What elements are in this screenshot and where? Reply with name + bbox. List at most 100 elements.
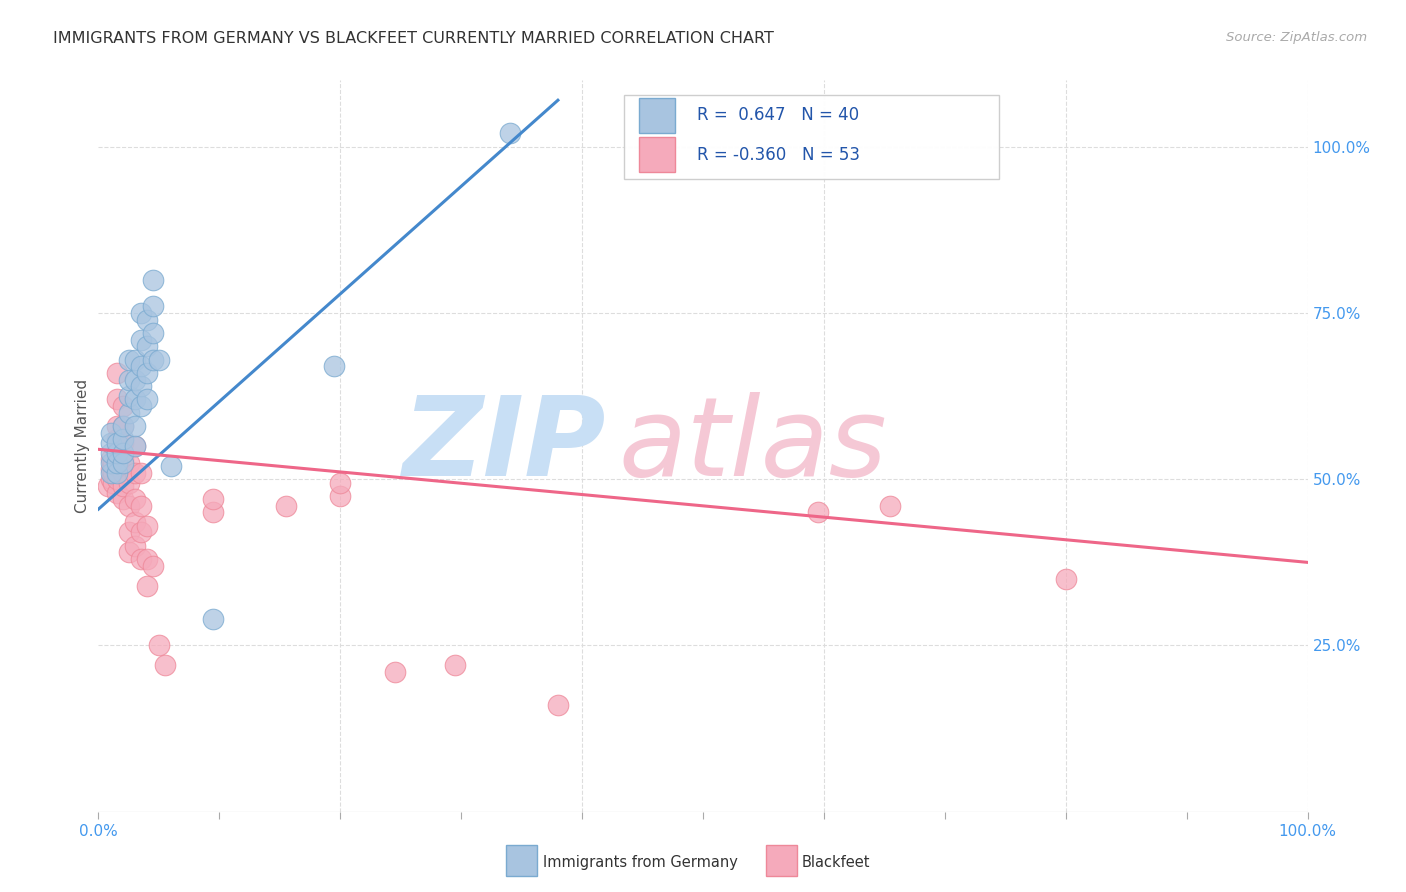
Point <box>879 499 901 513</box>
Point <box>100 425 122 440</box>
Point <box>807 506 830 520</box>
Point <box>202 492 225 507</box>
Point <box>118 456 141 470</box>
Point <box>142 558 165 573</box>
Point <box>1054 572 1077 586</box>
Point <box>124 439 146 453</box>
Point <box>111 479 134 493</box>
Point <box>111 399 134 413</box>
Point <box>142 273 165 287</box>
Point <box>329 489 352 503</box>
Point <box>100 452 122 467</box>
Point <box>101 456 124 470</box>
Point <box>105 419 128 434</box>
Point <box>105 466 128 480</box>
Point <box>124 466 146 480</box>
Point <box>160 458 183 473</box>
Point <box>97 479 120 493</box>
Point <box>118 406 141 420</box>
Point <box>118 389 141 403</box>
Point <box>135 392 157 407</box>
Point <box>105 392 128 407</box>
Point <box>124 372 146 386</box>
Point <box>129 399 152 413</box>
Point <box>118 352 141 367</box>
Point <box>124 492 146 507</box>
Point <box>129 499 152 513</box>
Point <box>135 518 157 533</box>
Text: R =  0.647   N = 40: R = 0.647 N = 40 <box>697 106 859 124</box>
Point <box>111 492 134 507</box>
Point <box>111 419 134 434</box>
Point <box>129 525 152 540</box>
Text: IMMIGRANTS FROM GERMANY VS BLACKFEET CURRENTLY MARRIED CORRELATION CHART: IMMIGRANTS FROM GERMANY VS BLACKFEET CUR… <box>53 31 775 46</box>
Point <box>100 445 122 459</box>
Y-axis label: Currently Married: Currently Married <box>75 379 90 513</box>
Point <box>323 359 346 374</box>
Point <box>105 472 128 486</box>
Point <box>100 472 122 486</box>
Point <box>111 435 134 450</box>
Point <box>101 466 124 480</box>
Point <box>129 306 152 320</box>
Point <box>100 466 122 480</box>
Point <box>129 359 152 374</box>
Point <box>124 439 146 453</box>
Point <box>101 475 124 490</box>
Text: Source: ZipAtlas.com: Source: ZipAtlas.com <box>1226 31 1367 45</box>
Point <box>142 352 165 367</box>
Point <box>384 665 406 679</box>
Point <box>111 445 134 459</box>
Point <box>100 456 122 470</box>
Point <box>105 435 128 450</box>
Point <box>148 639 170 653</box>
Point <box>153 658 176 673</box>
Point <box>135 339 157 353</box>
Point <box>124 539 146 553</box>
Point <box>124 419 146 434</box>
Point <box>105 445 128 459</box>
Point <box>105 458 128 473</box>
Text: ZIP: ZIP <box>402 392 606 500</box>
Point <box>100 435 122 450</box>
Point <box>118 372 141 386</box>
Point <box>274 499 297 513</box>
Point <box>202 612 225 626</box>
Bar <box>638 97 675 133</box>
Point <box>118 545 141 559</box>
Point <box>444 658 467 673</box>
Point <box>111 456 134 470</box>
Bar <box>638 137 675 172</box>
Point <box>148 352 170 367</box>
Point <box>118 499 141 513</box>
Point <box>105 433 128 447</box>
Point <box>142 326 165 340</box>
Point <box>135 579 157 593</box>
Point <box>124 516 146 530</box>
Point <box>105 456 128 470</box>
Point <box>129 466 152 480</box>
Point <box>135 312 157 326</box>
Point <box>547 698 569 713</box>
Point <box>118 525 141 540</box>
Point <box>118 475 141 490</box>
Point <box>142 299 165 313</box>
Point <box>111 433 134 447</box>
Text: Blackfeet: Blackfeet <box>801 855 870 870</box>
Point <box>105 485 128 500</box>
Point <box>100 462 122 476</box>
Point <box>135 366 157 380</box>
Point <box>111 466 134 480</box>
Point <box>135 552 157 566</box>
Point <box>498 127 520 141</box>
Point <box>129 379 152 393</box>
Point <box>129 552 152 566</box>
Point <box>124 352 146 367</box>
Point <box>129 333 152 347</box>
Point <box>329 475 352 490</box>
Point <box>105 366 128 380</box>
Point <box>111 452 134 467</box>
Point <box>124 392 146 407</box>
Text: R = -0.360   N = 53: R = -0.360 N = 53 <box>697 145 860 164</box>
Point <box>202 506 225 520</box>
